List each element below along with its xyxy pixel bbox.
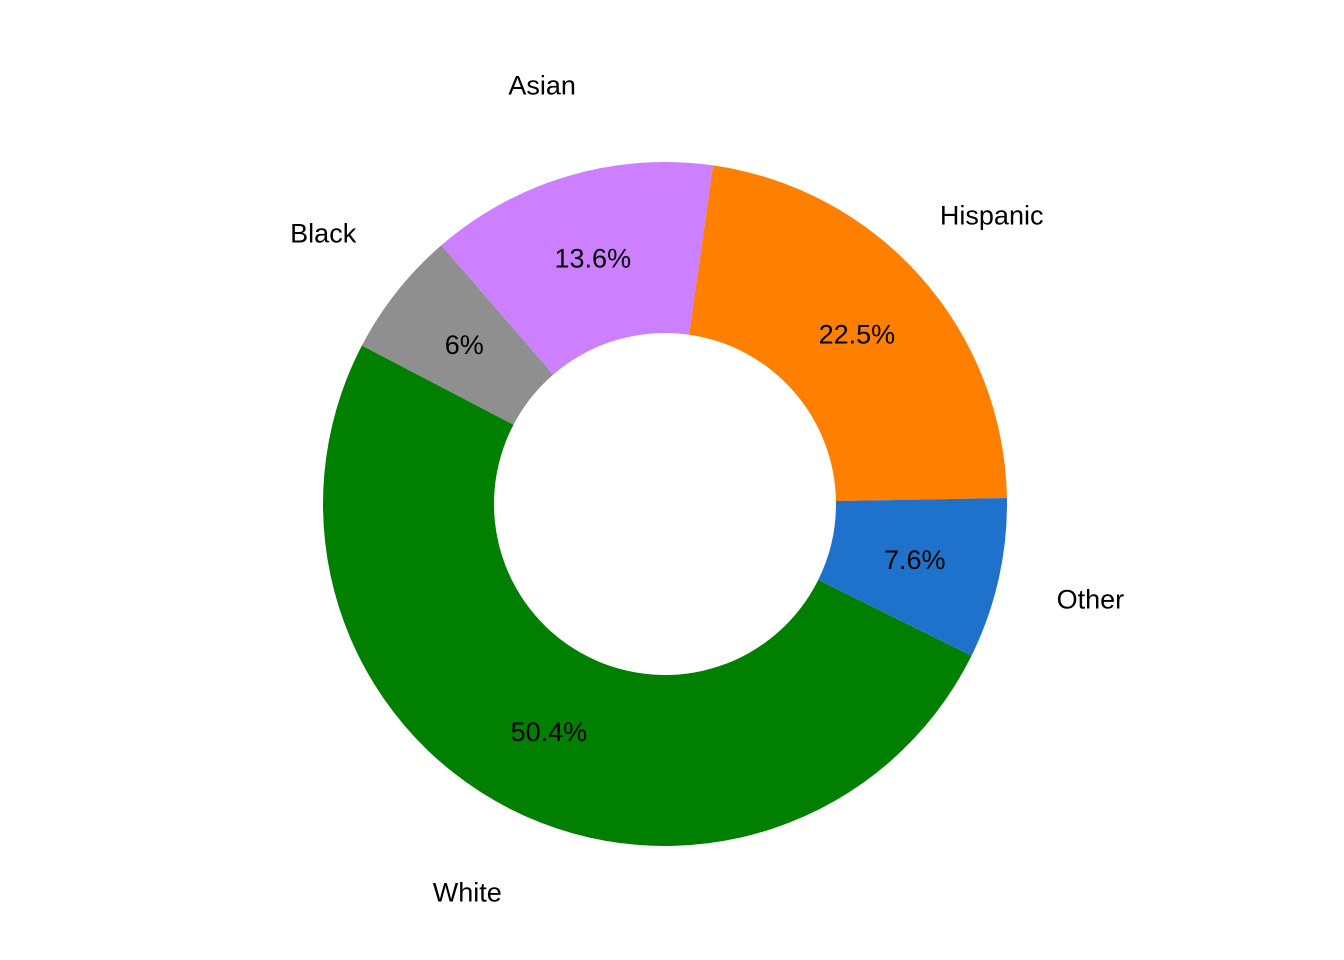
category-label-black: Black <box>290 218 357 248</box>
data-label-asian: 13.6% <box>555 243 632 273</box>
slice-other <box>818 498 1008 656</box>
category-label-other: Other <box>1057 585 1125 615</box>
category-label-hispanic: Hispanic <box>940 200 1044 230</box>
category-label-white: White <box>433 878 502 908</box>
data-label-other: 7.6% <box>884 545 946 575</box>
data-label-white: 50.4% <box>511 717 588 747</box>
slice-white <box>323 345 972 846</box>
data-label-black: 6% <box>445 330 484 360</box>
slice-asian <box>441 161 714 375</box>
slice-black <box>361 245 554 425</box>
category-label-asian: Asian <box>508 71 576 101</box>
data-label-hispanic: 22.5% <box>819 320 896 350</box>
slice-hispanic <box>689 165 1007 502</box>
